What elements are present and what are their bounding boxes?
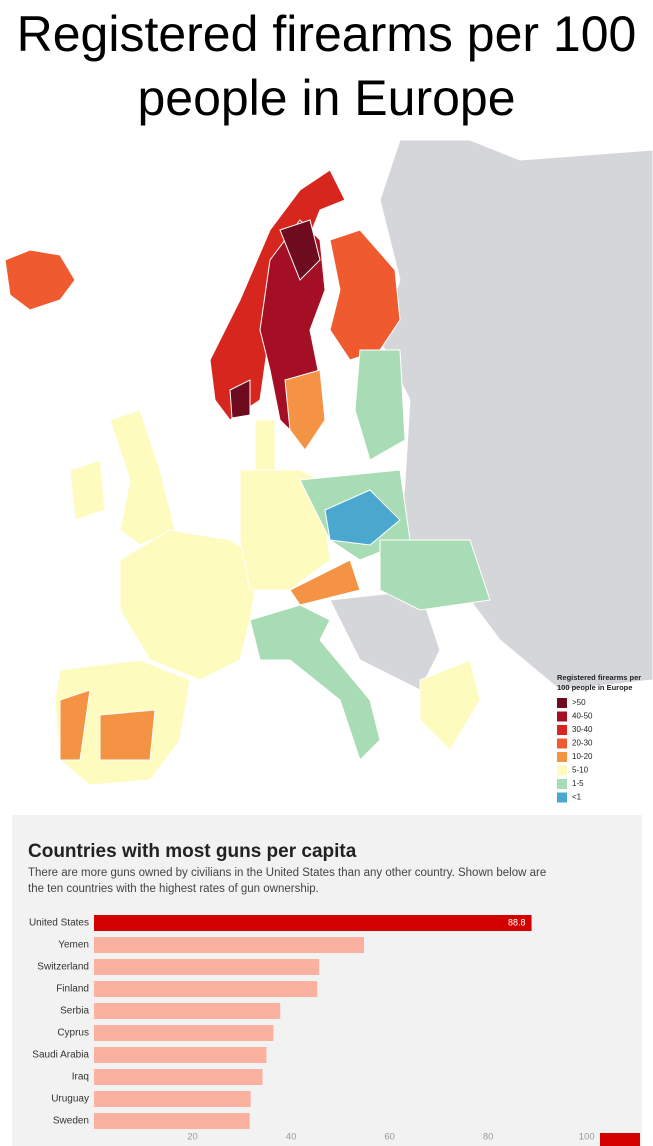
region bbox=[289, 559, 361, 606]
bar bbox=[94, 1113, 250, 1129]
region bbox=[249, 604, 381, 761]
chart-background bbox=[12, 815, 642, 1146]
region bbox=[4, 249, 76, 311]
map: >50 40-50 30-40 20-30 10-20 5-10 1-5 <1 bbox=[4, 139, 653, 803]
bar bbox=[94, 981, 318, 997]
region bbox=[284, 369, 326, 451]
x-tick-label: 20 bbox=[187, 1132, 198, 1143]
legend-swatch bbox=[557, 765, 567, 776]
bar bbox=[94, 915, 532, 931]
legend-swatch bbox=[557, 752, 567, 762]
legend-label: 40-50 bbox=[572, 712, 593, 721]
region bbox=[419, 659, 481, 751]
y-tick-label: Uruguay bbox=[51, 1094, 89, 1105]
chart-title: Countries with most guns per capita bbox=[28, 841, 357, 862]
legend-swatch bbox=[557, 698, 567, 708]
legend-label: 10-20 bbox=[572, 752, 593, 761]
region bbox=[354, 349, 406, 461]
bar bbox=[94, 1091, 251, 1107]
region bbox=[69, 459, 106, 521]
region bbox=[119, 529, 261, 681]
legend: >50 40-50 30-40 20-30 10-20 5-10 1-5 <1 bbox=[557, 698, 593, 803]
legend-swatch bbox=[557, 738, 567, 749]
y-tick-label: Switzerland bbox=[37, 962, 89, 973]
y-tick-label: Saudi Arabia bbox=[32, 1050, 89, 1061]
subtitle-box: There are more guns owned by civilians i… bbox=[28, 867, 547, 895]
region bbox=[324, 489, 401, 546]
y-tick-label: Finland bbox=[56, 984, 89, 995]
decor-block bbox=[600, 1133, 640, 1146]
y-tick-label: Cyprus bbox=[57, 1028, 89, 1039]
bar bbox=[94, 959, 320, 975]
bar bbox=[94, 1069, 263, 1085]
x-tick-label: 40 bbox=[286, 1132, 297, 1143]
map-regions bbox=[4, 139, 653, 786]
legend-label: 1-5 bbox=[572, 779, 584, 788]
legend-label: <1 bbox=[572, 793, 582, 802]
y-tick-label: Yemen bbox=[58, 940, 89, 951]
y-tick-label: Iraq bbox=[72, 1072, 89, 1083]
region bbox=[109, 409, 176, 546]
legend-swatch bbox=[557, 779, 567, 789]
legend-label: 30-40 bbox=[572, 725, 593, 734]
bar bbox=[94, 1025, 274, 1041]
y-tick-label: United States bbox=[29, 918, 89, 929]
legend-label: >50 bbox=[572, 698, 586, 707]
data-label: 88.8 bbox=[508, 917, 526, 927]
y-tick-label: Sweden bbox=[53, 1116, 89, 1127]
region bbox=[254, 419, 276, 471]
x-tick-label: 60 bbox=[384, 1132, 395, 1143]
y-tick-label: Serbia bbox=[60, 1006, 89, 1017]
legend-title: Registered firearms per 100 people in Eu… bbox=[557, 673, 642, 692]
x-tick-label: 80 bbox=[483, 1132, 494, 1143]
bar bbox=[94, 937, 365, 953]
page-title: Registered firearms per 100 people in Eu… bbox=[16, 6, 637, 126]
region bbox=[379, 539, 491, 611]
region bbox=[99, 709, 156, 761]
chart: Countries with most guns per capita Ther… bbox=[12, 815, 642, 1146]
legend-swatch bbox=[557, 711, 567, 722]
region bbox=[239, 469, 331, 591]
region bbox=[279, 219, 321, 281]
region bbox=[59, 689, 91, 761]
legend-swatch bbox=[557, 792, 567, 803]
legend-label: 20-30 bbox=[572, 739, 593, 748]
legend-swatch bbox=[557, 725, 567, 735]
bar bbox=[94, 1003, 281, 1019]
chart-subtitle: There are more guns owned by civilians i… bbox=[28, 867, 547, 895]
region bbox=[229, 379, 251, 419]
legend-label: 5-10 bbox=[572, 766, 589, 775]
x-tick-label: 100 bbox=[579, 1132, 595, 1143]
bar bbox=[94, 1047, 267, 1063]
